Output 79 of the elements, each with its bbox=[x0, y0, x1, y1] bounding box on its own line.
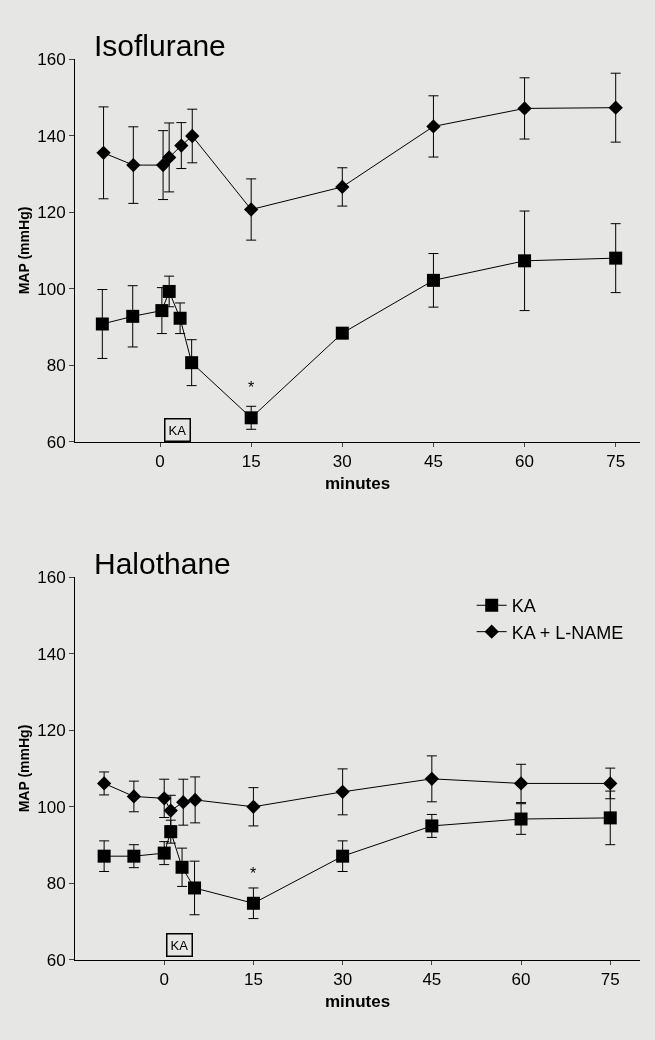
point bbox=[185, 356, 199, 370]
point bbox=[336, 849, 350, 863]
chart-title: Isoflurane bbox=[94, 29, 226, 62]
point bbox=[603, 811, 617, 825]
point bbox=[188, 881, 202, 895]
y-tick-label: 60 bbox=[46, 432, 66, 452]
y-axis-title: MAP (mmHg) bbox=[15, 206, 32, 295]
y-tick-label: 100 bbox=[37, 797, 66, 817]
annotation: * bbox=[250, 865, 257, 882]
point bbox=[518, 254, 532, 268]
annotation: KA bbox=[168, 422, 187, 438]
point bbox=[162, 150, 177, 165]
y-tick-label: 140 bbox=[37, 126, 66, 146]
point bbox=[608, 100, 623, 115]
legend-label: KA bbox=[511, 596, 536, 617]
point bbox=[95, 317, 109, 331]
x-tick-label: 60 bbox=[511, 970, 531, 990]
x-tick-label: 30 bbox=[333, 970, 353, 990]
x-tick-label: 45 bbox=[422, 970, 442, 990]
x-tick-label: 75 bbox=[606, 452, 626, 472]
point bbox=[335, 326, 349, 340]
point bbox=[163, 803, 178, 818]
point bbox=[97, 849, 111, 863]
point bbox=[96, 145, 111, 160]
point bbox=[187, 792, 203, 808]
point bbox=[185, 128, 200, 144]
point bbox=[175, 860, 189, 874]
x-tick-label: 0 bbox=[155, 452, 165, 472]
point bbox=[162, 284, 176, 298]
point bbox=[174, 138, 189, 153]
x-tick-label: 45 bbox=[423, 452, 443, 472]
point bbox=[176, 795, 191, 810]
point bbox=[424, 771, 439, 786]
x-axis-title: minutes bbox=[324, 991, 391, 1011]
x-tick-label: 15 bbox=[241, 452, 261, 472]
x-tick-label: 15 bbox=[243, 970, 263, 990]
chart-title: Halothane bbox=[94, 547, 231, 580]
x-axis-title: minutes bbox=[324, 473, 391, 493]
y-tick-label: 100 bbox=[37, 279, 66, 299]
point bbox=[425, 819, 439, 833]
point bbox=[514, 812, 528, 826]
y-tick-label: 140 bbox=[37, 644, 66, 664]
x-tick-label: 30 bbox=[332, 452, 352, 472]
point bbox=[96, 776, 112, 791]
point bbox=[517, 101, 532, 116]
legend-label: KA + L-NAME bbox=[511, 622, 624, 643]
point bbox=[173, 311, 187, 325]
point bbox=[426, 119, 441, 134]
x-tick-label: 60 bbox=[515, 452, 535, 472]
point bbox=[426, 273, 440, 287]
x-tick-label: 0 bbox=[159, 970, 169, 990]
x-tick-label: 75 bbox=[600, 970, 620, 990]
point bbox=[157, 791, 172, 806]
point bbox=[603, 776, 618, 791]
y-tick-label: 160 bbox=[37, 568, 66, 588]
point bbox=[335, 179, 350, 195]
point bbox=[126, 157, 141, 173]
point bbox=[157, 846, 171, 860]
annotation: * bbox=[248, 379, 255, 396]
point bbox=[155, 157, 171, 173]
y-axis-title: MAP (mmHg) bbox=[15, 724, 32, 813]
y-tick-label: 60 bbox=[46, 950, 66, 970]
y-tick-label: 160 bbox=[37, 49, 66, 69]
point bbox=[155, 304, 169, 318]
point bbox=[246, 799, 261, 814]
y-tick-label: 80 bbox=[46, 874, 66, 894]
annotation: KA bbox=[170, 937, 189, 953]
point bbox=[244, 202, 259, 217]
point bbox=[335, 784, 350, 800]
y-tick-label: 120 bbox=[37, 721, 66, 741]
point bbox=[127, 849, 141, 863]
point bbox=[244, 411, 258, 425]
y-tick-label: 120 bbox=[37, 203, 66, 223]
point bbox=[126, 789, 142, 804]
point bbox=[126, 309, 140, 323]
point bbox=[246, 896, 260, 910]
point bbox=[513, 776, 529, 791]
y-tick-label: 80 bbox=[46, 356, 66, 376]
point bbox=[609, 251, 623, 265]
